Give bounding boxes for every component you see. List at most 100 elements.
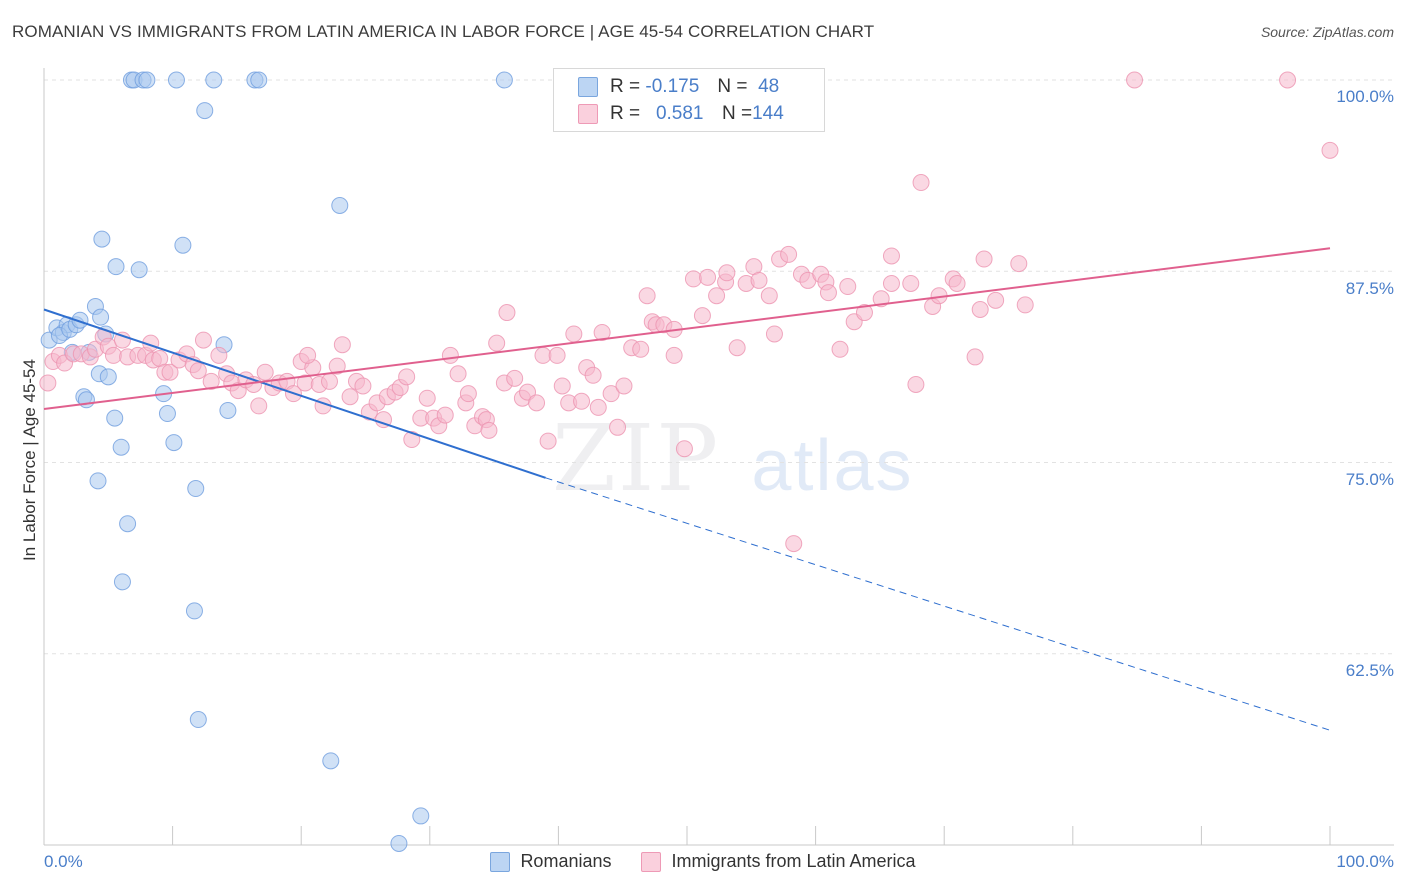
romanians-point-41 [250,71,268,89]
immigrants-point-32 [250,397,268,415]
romanians-point-9 [77,391,95,409]
series-legend-immigrants[interactable]: Immigrants from Latin America [641,851,916,872]
romanians-point-7 [71,311,89,329]
legend-n-label: N = [717,76,748,97]
romanians-point-15 [99,368,117,386]
y-tick-label-75: 75.0% [1345,470,1394,489]
immigrants-point-79 [548,346,566,364]
immigrants-point-111 [765,325,783,343]
immigrants-point-48 [354,377,372,395]
series-legend-label: Romanians [520,851,612,871]
immigrants-point-120 [839,278,857,296]
romanians-point-46 [495,71,513,89]
legend-swatch-pink [578,104,598,124]
legend-r-label: R = [610,103,641,124]
immigrants-point-0 [39,374,57,392]
romanians-point-19 [113,573,131,591]
immigrants-point-99 [675,440,693,458]
romanians-point-45 [412,807,430,825]
immigrants-point-138 [1016,296,1034,314]
immigrants-point-136 [987,291,1005,309]
immigrants-point-87 [593,323,611,341]
immigrants-point-63 [449,365,467,383]
immigrants-point-141 [1279,71,1297,89]
y-tick-label-100: 100.0% [1336,87,1394,106]
immigrants-point-72 [498,304,516,322]
legend-row-romanians: R = -0.175 N = 48 [578,74,779,100]
immigrants-point-134 [971,301,989,318]
watermark-atlas: atlas [751,426,914,506]
immigrants-point-102 [699,268,717,286]
series-swatch-blue [490,851,511,872]
romanians-point-25 [158,405,176,423]
correlation-legend: R = -0.175 N = 48 R = 0.581 N = 144 [553,68,825,132]
romanians-point-42 [331,196,349,214]
immigrants-point-126 [902,274,920,292]
immigrants-point-80 [553,377,571,395]
y-axis-label: In Labor Force | Age 45-54 [20,359,39,561]
immigrants-point-58 [418,389,436,407]
legend-n-value: 144 [752,103,784,124]
immigrants-point-90 [615,377,633,395]
immigrants-point-70 [488,334,506,352]
chart-title: ROMANIAN VS IMMIGRANTS FROM LATIN AMERIC… [12,22,875,41]
immigrants-point-125 [882,274,900,292]
romanians-point-30 [189,711,207,729]
romanians-trend-extension [545,477,1331,731]
series-legend-romanians[interactable]: Romanians [490,851,611,872]
y-tick-label-62-5: 62.5% [1345,661,1394,680]
immigrants-point-124 [882,247,900,265]
immigrants-point-83 [573,392,591,410]
immigrants-point-118 [819,284,837,302]
immigrants-point-105 [718,264,736,282]
immigrants-point-88 [602,385,620,403]
immigrants-point-127 [907,375,925,393]
series-legend-label: Immigrants from Latin America [671,851,916,871]
legend-r-label: R = [610,76,641,97]
immigrants-point-86 [589,398,607,416]
immigrants-point-61 [436,406,454,424]
immigrants-point-123 [872,290,890,308]
immigrants-point-44 [328,357,346,375]
romanians-point-27 [174,236,192,254]
immigrants-point-24 [194,331,212,349]
watermark-zip: ZIP [552,405,721,512]
immigrants-point-140 [1126,71,1144,89]
immigrants-point-82 [565,325,583,343]
immigrants-point-51 [375,411,393,429]
immigrants-point-25 [202,372,220,390]
immigrants-point-11 [113,331,131,349]
immigrants-point-92 [632,340,650,358]
romanians-point-44 [390,834,408,852]
romanians-point-18 [119,515,137,533]
immigrants-point-55 [398,368,416,386]
immigrants-point-43 [320,372,338,390]
x-tick-label-min: 0.0% [44,852,83,871]
romanians-point-17 [112,438,130,456]
romanians-point-39 [205,71,223,89]
immigrants-point-106 [728,339,746,357]
legend-r-value: 0.581 [655,103,704,124]
immigrants-point-100 [684,270,702,288]
immigrants-point-110 [760,287,778,305]
romanians-point-43 [322,752,340,770]
series-swatch-pink [641,851,662,872]
immigrants-point-23 [189,362,207,380]
immigrants-point-103 [708,287,726,305]
immigrants-point-128 [912,174,930,192]
immigrants-point-69 [480,421,498,439]
immigrants-point-89 [609,418,627,436]
immigrants-point-45 [333,336,351,354]
source-label: Source: ZipAtlas.com [1260,24,1394,40]
immigrants-point-119 [831,340,849,358]
immigrants-point-137 [1010,255,1028,273]
immigrants-point-135 [975,250,993,268]
immigrants-point-133 [966,348,984,366]
immigrants-point-122 [855,304,873,322]
immigrants-point-93 [638,287,656,305]
romanians-trend-line [43,308,546,479]
immigrants-point-109 [750,271,768,289]
immigrants-point-19 [161,363,179,381]
immigrants-point-56 [403,431,421,449]
romanians-point-22 [107,258,125,276]
